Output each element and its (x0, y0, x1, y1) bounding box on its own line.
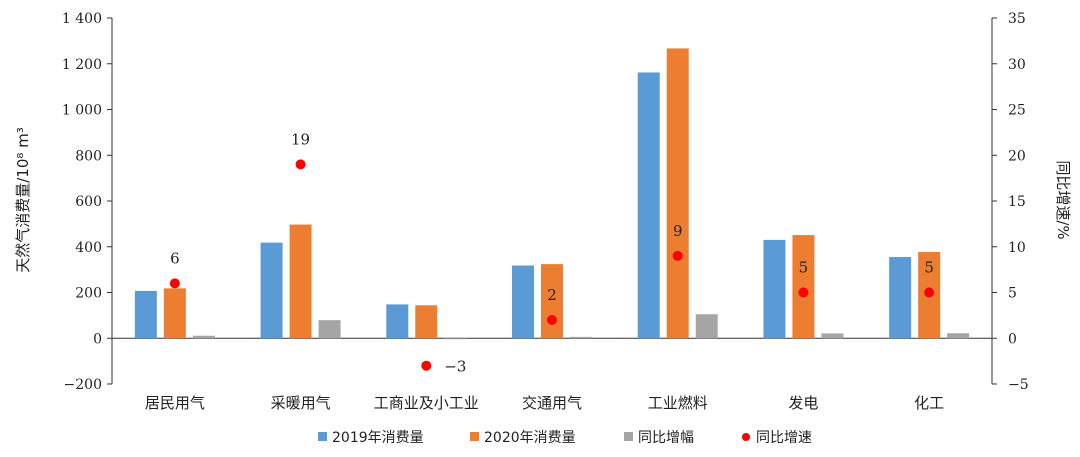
growth-rate-point (295, 159, 306, 170)
growth-rate-label: −3 (444, 358, 466, 376)
right-tick-label: −5 (1008, 377, 1029, 393)
legend-label: 同比增速 (756, 430, 812, 446)
growth-rate-label: 9 (673, 222, 683, 240)
bar-3 (695, 314, 718, 339)
bar-1 (763, 239, 786, 339)
bar-2 (415, 305, 438, 339)
bar-3 (947, 333, 970, 339)
legend-label: 2019年消费量 (332, 430, 424, 446)
bar-2 (541, 264, 563, 339)
left-tick-label: 0 (93, 331, 102, 347)
growth-rate-label: 5 (799, 259, 809, 277)
bar-3 (444, 338, 467, 340)
category-label: 发电 (788, 394, 818, 412)
left-tick-label: 1 000 (62, 103, 102, 119)
right-tick-label: 20 (1008, 148, 1026, 164)
bar-1 (512, 265, 534, 339)
legend-marker (318, 432, 327, 441)
bar-3 (570, 336, 592, 339)
category-label: 交通用气 (522, 394, 582, 412)
right-tick-label: 35 (1008, 11, 1026, 27)
category-label: 工业燃料 (648, 394, 708, 412)
left-tick-label: 600 (75, 194, 102, 210)
growth-rate-label: 19 (291, 130, 310, 148)
left-tick-label: 1 400 (62, 11, 102, 27)
growth-rate-label: 6 (170, 249, 180, 267)
category-label: 化工 (914, 394, 944, 412)
legend-label: 同比增幅 (638, 430, 694, 446)
category-label: 居民用气 (145, 394, 205, 412)
category-label: 采暖用气 (271, 394, 331, 412)
bar-1 (134, 290, 157, 339)
right-tick-label: 30 (1008, 57, 1026, 73)
legend-marker (470, 432, 479, 441)
growth-rate-point (798, 287, 809, 298)
bar-3 (192, 335, 215, 339)
legend-marker (742, 433, 750, 441)
left-tick-label: 200 (75, 286, 102, 302)
bar-1 (386, 304, 409, 339)
right-tick-label: 25 (1008, 103, 1026, 119)
bar-2 (289, 224, 312, 339)
bar-2 (666, 48, 689, 339)
bar-2 (792, 235, 815, 339)
legend: 2019年消费量 2020年消费量 同比增幅 同比增速 (318, 430, 812, 446)
right-tick-label: 15 (1008, 194, 1026, 210)
y-axis-title: 天然气消费量/10⁸ m³ (14, 127, 32, 273)
left-tick-label: 400 (75, 240, 102, 256)
growth-rate-point (169, 278, 180, 289)
right-axis-title: 同比增速/% (1054, 160, 1072, 239)
bar-1 (889, 257, 912, 339)
left-tick-label: 1 200 (62, 57, 102, 73)
growth-rate-label: 5 (924, 259, 934, 277)
bar-1 (260, 242, 283, 339)
growth-rate-label: 2 (547, 286, 557, 304)
right-tick-label: 0 (1008, 331, 1017, 347)
bar-1 (637, 72, 660, 339)
left-tick-label: 800 (75, 148, 102, 164)
legend-marker (624, 432, 633, 441)
right-tick-label: 10 (1008, 240, 1026, 256)
bar-3 (318, 320, 341, 339)
growth-rate-point (421, 360, 432, 371)
growth-rate-point (547, 314, 557, 325)
bar-3 (821, 333, 844, 339)
growth-rate-point (672, 250, 683, 261)
legend-label: 2020年消费量 (484, 430, 576, 446)
category-label: 工商业及小工业 (374, 394, 479, 412)
right-tick-label: 5 (1008, 286, 1017, 302)
left-tick-label: −200 (64, 377, 102, 393)
bar-2 (163, 288, 186, 339)
growth-rate-point (924, 287, 935, 298)
